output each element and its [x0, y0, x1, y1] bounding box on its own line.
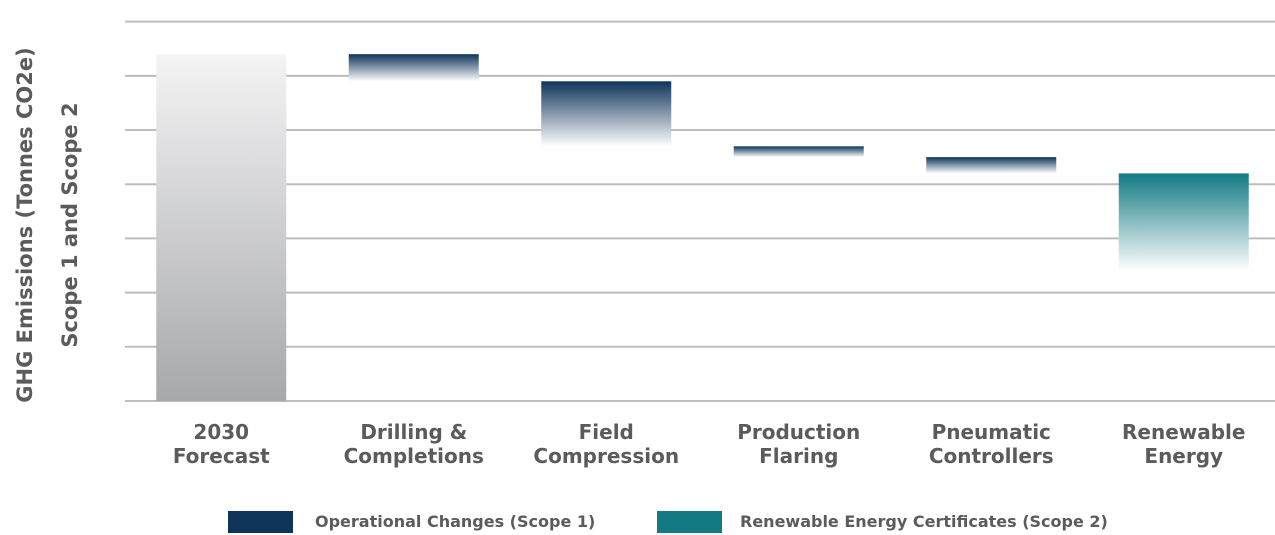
- bar: [156, 54, 287, 402]
- legend-label: Renewable Energy Certificates (Scope 2): [740, 512, 1108, 531]
- x-tick-label: Field Compression: [533, 420, 680, 468]
- bar: [733, 146, 864, 158]
- x-tick-label: Renewable Energy: [1122, 420, 1246, 468]
- legend-swatch: [657, 511, 722, 533]
- bar: [1118, 173, 1249, 271]
- y-axis-label: GHG Emissions (Tonnes CO2e): [13, 47, 37, 403]
- legend-swatch: [228, 511, 293, 533]
- x-tick-label: Production Flaring: [737, 420, 861, 468]
- bar: [348, 54, 479, 82]
- bar: [541, 81, 672, 147]
- y-axis-label: Scope 1 and Scope 2: [58, 102, 82, 348]
- x-tick-label: Pneumatic Controllers: [928, 420, 1054, 468]
- legend-label: Operational Changes (Scope 1): [315, 512, 596, 531]
- bar: [926, 157, 1057, 174]
- x-tick-label: 2030 Forecast: [172, 420, 270, 468]
- x-tick-label: Drilling & Completions: [343, 420, 484, 468]
